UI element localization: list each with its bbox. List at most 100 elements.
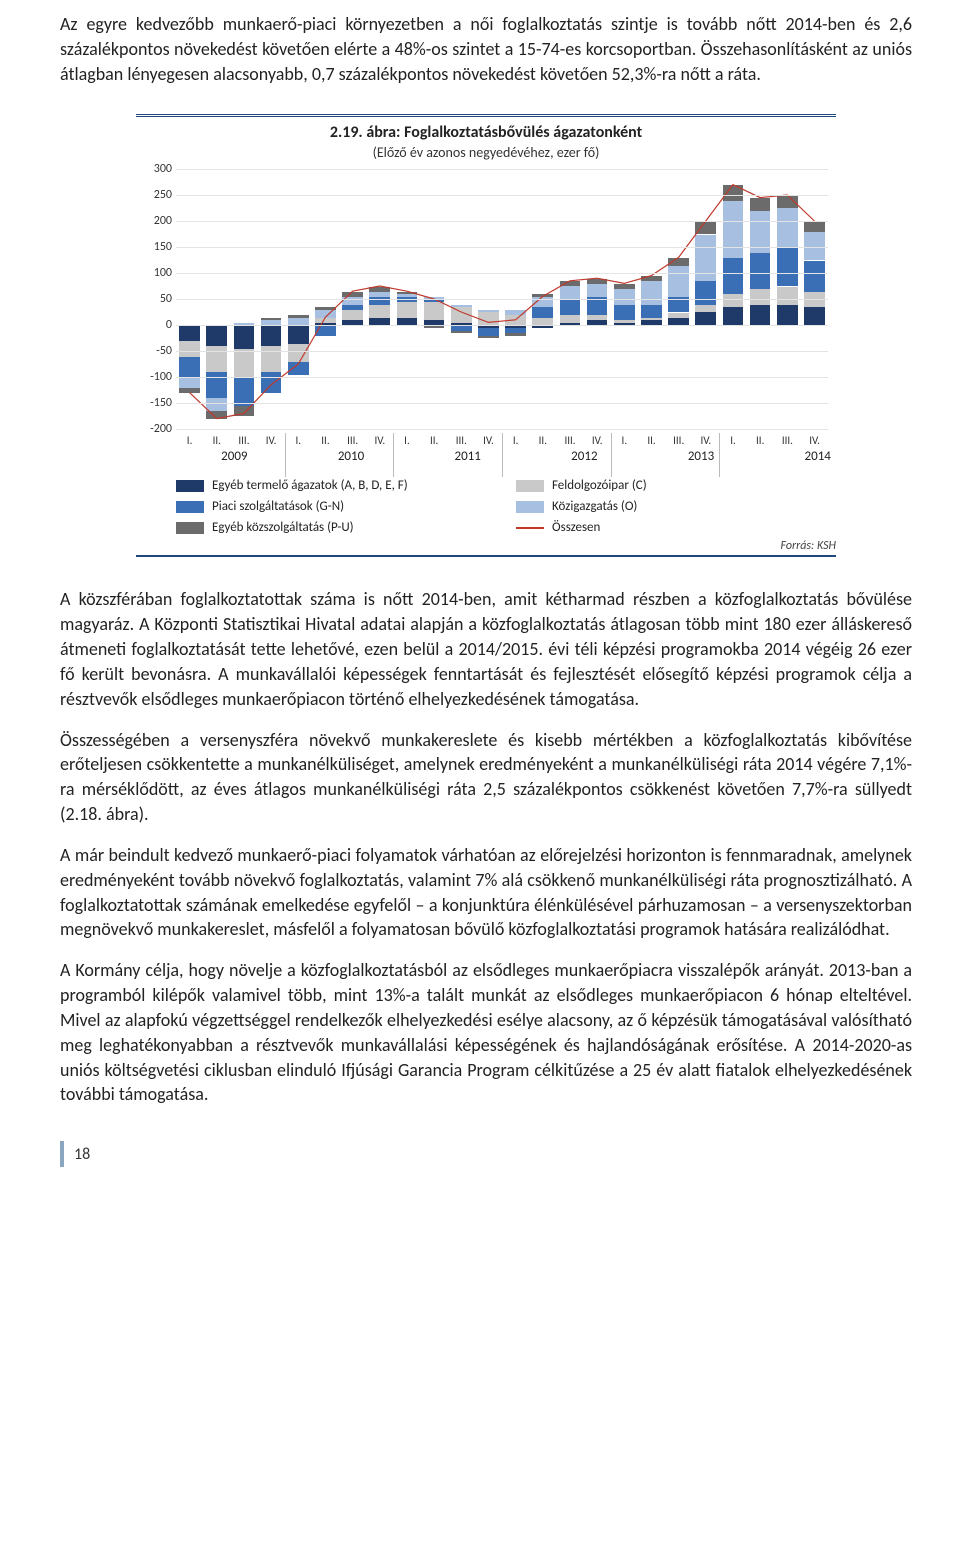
chart-gridline <box>176 351 828 352</box>
chart-bar-segment <box>723 307 744 325</box>
chart-quarter-label: IV. <box>475 430 502 447</box>
chart-year-label: 2010 <box>293 447 410 464</box>
chart-bar-segment <box>532 307 553 317</box>
chart-bar-segment <box>777 247 798 286</box>
chart-gridline <box>176 221 828 222</box>
chart-bar-segment <box>695 305 716 313</box>
chart-bar-segment <box>397 292 418 295</box>
chart-bar-segment <box>478 310 499 313</box>
chart-bar-segment <box>478 312 499 325</box>
chart-legend: Egyéb termelő ágazatok (A, B, D, E, F)Fe… <box>176 478 826 535</box>
chart-gridline <box>176 273 828 274</box>
chart-bar-segment <box>315 325 336 335</box>
chart-bar-segment <box>641 276 662 281</box>
chart-plot-area: 300250200150100500-50-100-150-200 <box>176 169 828 430</box>
chart-bar-segment <box>804 307 825 325</box>
chart-gridline <box>176 299 828 300</box>
chart-bar-segment <box>234 349 255 378</box>
chart-bar-segment <box>261 372 282 393</box>
chart-bar-segment <box>451 305 472 308</box>
chart-quarter-label: III. <box>448 430 475 447</box>
chart-bar-segment <box>750 211 771 253</box>
chart-ytick: -200 <box>150 422 172 436</box>
chart-container: 2.19. ábra: Foglalkoztatásbővülés ágazat… <box>136 114 836 557</box>
chart-legend-label: Egyéb közszolgáltatás (P-U) <box>212 520 354 535</box>
chart-ytick: -50 <box>156 344 172 358</box>
chart-year-separator <box>611 433 612 477</box>
chart-bar-segment <box>723 185 744 201</box>
chart-year-label: 2014 <box>759 447 876 464</box>
chart-bar-segment <box>206 411 227 419</box>
chart-bar-segment <box>206 325 227 346</box>
chart-bar-segment <box>342 305 363 310</box>
page-footer: 18 <box>60 1141 912 1167</box>
chart-legend-swatch <box>516 480 544 492</box>
chart-bar-segment <box>397 302 418 318</box>
chart-bar-segment <box>614 320 635 323</box>
chart-bar-segment <box>505 315 526 325</box>
chart-quarter-label: II. <box>421 430 448 447</box>
chart-ytick: -100 <box>150 370 172 384</box>
chart-year-label: 2009 <box>176 447 293 464</box>
chart-bar-segment <box>288 344 309 362</box>
chart-ytick: 100 <box>154 266 172 280</box>
chart-bar-segment <box>750 305 771 326</box>
chart-bar-segment <box>723 294 744 307</box>
chart-bar-segment <box>261 346 282 372</box>
chart-legend-label: Piaci szolgáltatások (G-N) <box>212 499 344 514</box>
chart-top-rule <box>136 114 836 117</box>
chart-gridline <box>176 429 828 430</box>
chart-bar-segment <box>342 297 363 305</box>
chart-bar-segment <box>560 281 581 286</box>
chart-bar-segment <box>451 307 472 323</box>
chart-bar-segment <box>587 315 608 320</box>
chart-gridline <box>176 195 828 196</box>
paragraph-4: A már beindult kedvező munkaerő-piaci fo… <box>60 843 912 942</box>
chart-title-prefix: 2.19. ábra: <box>330 123 404 142</box>
chart-title: 2.19. ábra: Foglalkoztatásbővülés ágazat… <box>136 123 836 142</box>
chart-quarter-label: IV. <box>692 430 719 447</box>
chart-bar-segment <box>614 305 635 321</box>
paragraph-2: A közszférában foglalkoztatottak száma i… <box>60 587 912 711</box>
chart-bar-segment <box>424 302 445 320</box>
chart-legend-item: Egyéb közszolgáltatás (P-U) <box>176 520 486 535</box>
chart-ytick: 50 <box>160 292 172 306</box>
chart-gridline <box>176 403 828 404</box>
chart-bar-segment <box>478 336 499 339</box>
paragraph-5: A Kormány célja, hogy növelje a közfogla… <box>60 958 912 1107</box>
chart-quarter-label: II. <box>203 430 230 447</box>
chart-subtitle: (Előző év azonos negyedévéhez, ezer fő) <box>136 144 836 161</box>
chart-bar-segment <box>804 232 825 261</box>
chart-bar-segment <box>315 318 336 323</box>
chart-legend-label: Közigazgatás (O) <box>552 499 637 514</box>
chart-bar-segment <box>261 318 282 321</box>
chart-title-text: Foglalkoztatásbővülés ágazatonként <box>404 123 642 142</box>
chart-gridline <box>176 169 828 170</box>
page-number: 18 <box>74 1145 90 1164</box>
chart-bar-segment <box>641 281 662 304</box>
chart-bar-segment <box>288 315 309 318</box>
chart-y-axis: 300250200150100500-50-100-150-200 <box>136 169 174 429</box>
chart-year-separator <box>502 433 503 477</box>
chart-gridline <box>176 325 828 326</box>
chart-bar-segment <box>668 266 689 297</box>
chart-bar-segment <box>804 261 825 292</box>
chart-bar-segment <box>179 357 200 378</box>
chart-ytick: 0 <box>166 318 172 332</box>
chart-bar-segment <box>614 289 635 305</box>
chart-quarter-label: II. <box>638 430 665 447</box>
paragraph-3: Összességében a versenyszféra növekvő mu… <box>60 728 912 827</box>
chart-gridline <box>176 377 828 378</box>
chart-legend-item: Összesen <box>516 520 826 535</box>
chart-bar-segment <box>560 300 581 316</box>
chart-quarter-label: I. <box>719 430 746 447</box>
chart-quarter-label: I. <box>611 430 638 447</box>
chart-quarter-label: IV. <box>584 430 611 447</box>
chart-bar-segment <box>750 289 771 305</box>
chart-ytick: 150 <box>154 240 172 254</box>
chart-bar-segment <box>288 362 309 375</box>
chart-bar-segment <box>206 372 227 398</box>
chart-bar-segment <box>668 313 689 318</box>
chart-quarter-label: IV. <box>801 430 828 447</box>
chart-bottom-rule <box>136 555 836 557</box>
